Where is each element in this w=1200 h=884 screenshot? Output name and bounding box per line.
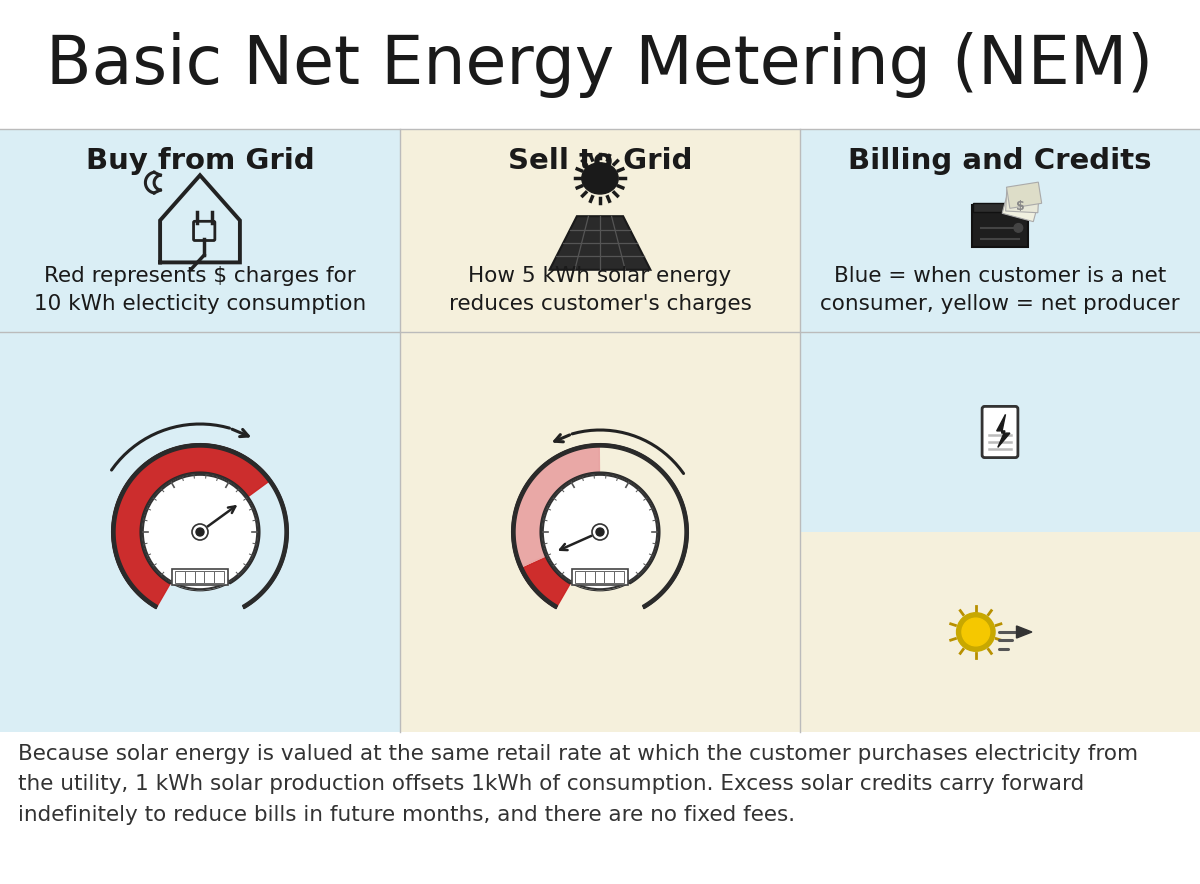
Text: Buy from Grid: Buy from Grid (85, 147, 314, 175)
Polygon shape (520, 557, 570, 608)
Circle shape (592, 524, 608, 540)
FancyBboxPatch shape (572, 569, 628, 585)
FancyBboxPatch shape (1007, 182, 1042, 209)
Polygon shape (112, 444, 271, 608)
FancyBboxPatch shape (584, 571, 594, 583)
Bar (800, 532, 1200, 732)
Circle shape (542, 475, 658, 590)
Bar (400, 129, 800, 332)
Bar (0, 332, 400, 732)
Polygon shape (112, 444, 288, 608)
Bar (0, 0, 1200, 129)
Bar (400, 332, 800, 732)
Circle shape (1014, 224, 1022, 232)
Text: How 5 kWh solar energy
reduces customer's charges: How 5 kWh solar energy reduces customer'… (449, 266, 751, 314)
Polygon shape (512, 444, 600, 568)
Circle shape (956, 613, 995, 652)
Ellipse shape (582, 163, 618, 194)
FancyBboxPatch shape (172, 569, 228, 585)
FancyBboxPatch shape (972, 205, 1028, 248)
Polygon shape (540, 472, 660, 583)
FancyBboxPatch shape (605, 571, 614, 583)
FancyBboxPatch shape (204, 571, 215, 583)
Circle shape (192, 524, 208, 540)
Text: Blue = when customer is a net
consumer, yellow = net producer: Blue = when customer is a net consumer, … (820, 266, 1180, 314)
Polygon shape (997, 415, 1010, 447)
Circle shape (962, 618, 990, 646)
FancyBboxPatch shape (982, 407, 1018, 458)
FancyBboxPatch shape (594, 571, 605, 583)
Circle shape (196, 528, 204, 536)
Text: Basic Net Energy Metering (NEM): Basic Net Energy Metering (NEM) (47, 32, 1153, 97)
Text: Sell to Grid: Sell to Grid (508, 147, 692, 175)
Circle shape (596, 528, 604, 536)
FancyBboxPatch shape (973, 203, 1027, 212)
Bar (800, 129, 1200, 332)
Text: Red represents $ charges for
10 kWh electicity consumption: Red represents $ charges for 10 kWh elec… (34, 266, 366, 314)
Polygon shape (1016, 626, 1032, 638)
Polygon shape (140, 472, 260, 583)
FancyBboxPatch shape (215, 571, 224, 583)
FancyBboxPatch shape (1006, 190, 1039, 213)
FancyBboxPatch shape (1002, 193, 1039, 222)
FancyBboxPatch shape (614, 571, 624, 583)
Bar (0, 129, 400, 332)
FancyBboxPatch shape (575, 571, 584, 583)
FancyBboxPatch shape (185, 571, 194, 583)
FancyBboxPatch shape (194, 571, 204, 583)
Circle shape (143, 475, 257, 590)
Text: $: $ (1016, 200, 1025, 213)
Text: Because solar energy is valued at the same retail rate at which the customer pur: Because solar energy is valued at the sa… (18, 744, 1138, 825)
Text: Billing and Credits: Billing and Credits (848, 147, 1152, 175)
Polygon shape (512, 444, 688, 608)
Polygon shape (550, 217, 650, 270)
Bar (800, 332, 1200, 532)
FancyBboxPatch shape (174, 571, 185, 583)
